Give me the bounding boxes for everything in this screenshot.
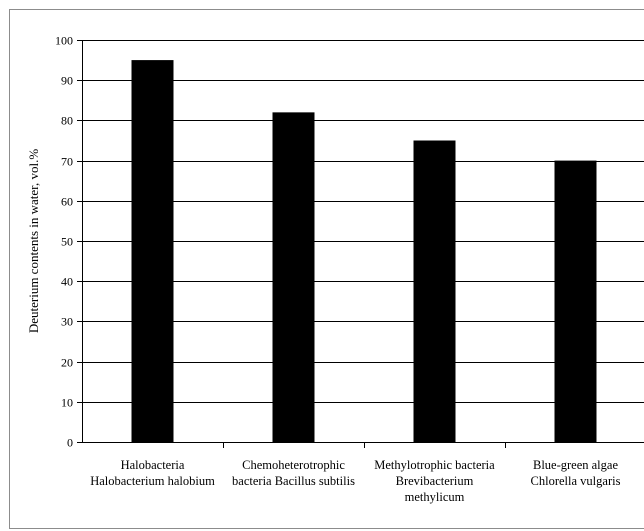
y-tick-label: 20: [61, 356, 73, 370]
y-tick-label: 10: [61, 396, 73, 410]
y-tick-label: 60: [61, 195, 73, 209]
x-category-label: Blue-green algae Chlorella vulgaris: [531, 458, 621, 488]
y-tick-label: 100: [55, 34, 73, 48]
y-tick-label: 0: [67, 436, 73, 450]
y-tick-label: 30: [61, 315, 73, 329]
tick-labels: 0 10 20 30 40 50 60 70 80 90 100: [55, 34, 73, 450]
y-tick-label: 90: [61, 74, 73, 88]
y-tick-label: 40: [61, 275, 73, 289]
y-tick-label: 80: [61, 114, 73, 128]
axes: [77, 40, 644, 448]
y-tick-label: 50: [61, 235, 73, 249]
x-category-label: Chemoheterotrophic bacteria Bacillus subt…: [232, 458, 355, 488]
y-tick-label: 70: [61, 155, 73, 169]
y-axis-label: Deuterium contents in water, vol.%: [26, 149, 41, 333]
x-category-label: Methylotrophic bacteria Brevibacterium met…: [374, 458, 495, 504]
bars: [131, 60, 597, 443]
category-labels: Halobacteria Halobacterium halobium Chemoh…: [90, 458, 620, 504]
gridlines: [82, 40, 644, 403]
bar: [272, 112, 315, 443]
bar: [131, 60, 174, 442]
bar: [413, 140, 456, 442]
bar: [554, 160, 597, 442]
x-category-label: Halobacteria Halobacterium halobium: [90, 458, 215, 488]
